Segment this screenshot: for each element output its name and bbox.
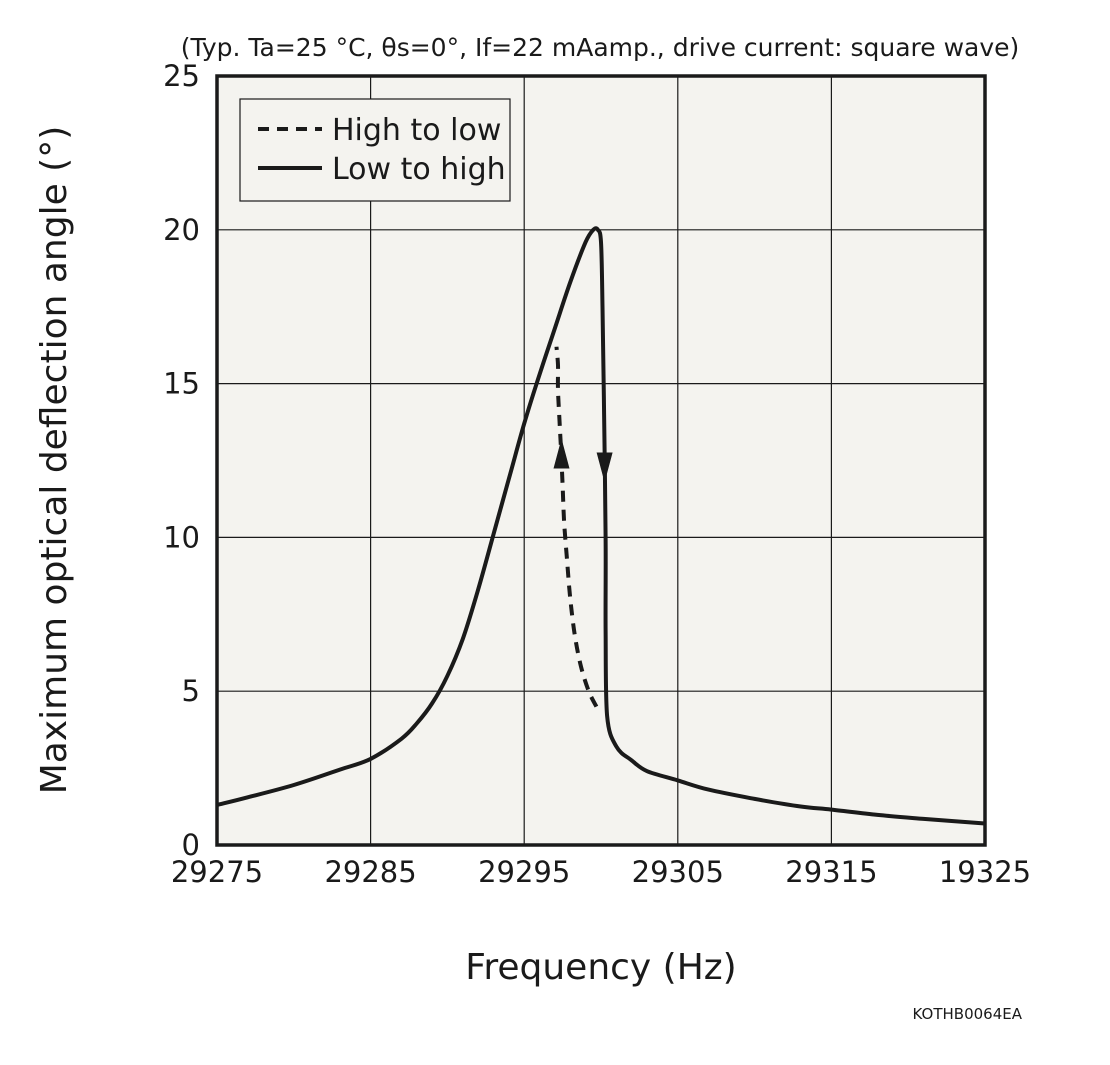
- legend-label-high-to-low: High to low: [332, 113, 501, 148]
- series-line-low-to-high: [216, 226, 986, 826]
- x-tick-label: 19325: [939, 855, 1031, 889]
- y-axis-label: Maximum optical deflection angle (°): [34, 126, 75, 795]
- legend-label-low-to-high: Low to high: [332, 152, 506, 187]
- x-tick-label: 29305: [632, 855, 724, 889]
- y-tick-labels: 0 5 10 15 20 25: [163, 59, 200, 862]
- y-tick-label: 25: [163, 59, 200, 93]
- x-tick-label: 29295: [478, 855, 570, 889]
- chart-subtitle: (Typ. Ta=25 °C, θs=0°, If=22 mAamp., dri…: [181, 33, 1020, 62]
- y-tick-label: 20: [163, 213, 200, 247]
- x-tick-labels: 29275 29285 29295 29305 29315 19325: [171, 855, 1031, 889]
- plot-frame: [215, 74, 987, 847]
- x-axis-label: Frequency (Hz): [465, 947, 736, 988]
- legend: High to low Low to high: [239, 98, 511, 202]
- y-tick-label: 15: [163, 367, 200, 401]
- series-line-high-to-low: [554, 346, 599, 708]
- y-tick-label: 10: [163, 520, 200, 554]
- x-tick-label: 29285: [324, 855, 416, 889]
- figure-code: KOTHB0064EA: [913, 1005, 1023, 1023]
- series-layer: [216, 226, 986, 826]
- y-tick-label: 5: [182, 674, 200, 708]
- x-tick-label: 29315: [785, 855, 877, 889]
- x-tick-label: 29275: [171, 855, 263, 889]
- grid: [217, 76, 985, 845]
- arrow-down-icon: [596, 452, 613, 483]
- y-tick-label: 0: [182, 828, 200, 862]
- legend-box: [239, 98, 511, 202]
- arrow-up-icon: [553, 438, 570, 469]
